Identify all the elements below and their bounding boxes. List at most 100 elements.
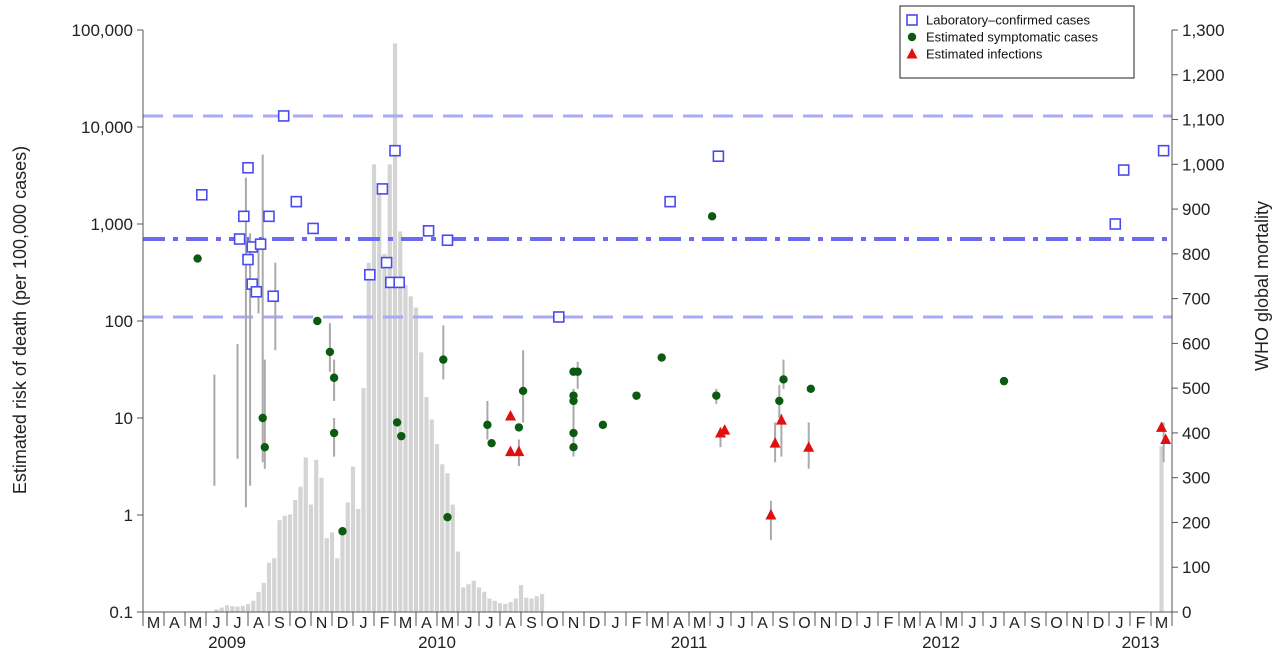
symptomatic-point bbox=[443, 512, 452, 522]
mortality-bar bbox=[219, 607, 224, 612]
month-label: D bbox=[1093, 615, 1105, 632]
y2-tick-label: 600 bbox=[1182, 334, 1210, 353]
lab-confirmed-point bbox=[307, 222, 319, 235]
mortality-bar bbox=[508, 602, 513, 612]
y-tick-label: 10 bbox=[114, 409, 133, 428]
month-label: S bbox=[526, 615, 537, 632]
month-label: J bbox=[234, 615, 242, 632]
legend-marker-triangle bbox=[906, 48, 918, 59]
month-label: N bbox=[568, 615, 580, 632]
symptomatic-point bbox=[999, 376, 1009, 386]
month-label: N bbox=[316, 615, 328, 632]
symptomatic-point bbox=[707, 212, 717, 221]
month-label: S bbox=[274, 615, 285, 632]
legend-marker-circle bbox=[907, 32, 917, 42]
month-label: J bbox=[969, 615, 977, 632]
mortality-bar bbox=[340, 529, 345, 612]
legend-label: Estimated infections bbox=[926, 47, 1043, 62]
mortality-bar bbox=[314, 459, 319, 612]
mortality-bar bbox=[450, 504, 455, 612]
y2-tick-label: 1,300 bbox=[1182, 21, 1225, 40]
infection-point bbox=[505, 409, 516, 421]
y2-tick-label: 1,100 bbox=[1182, 111, 1225, 130]
y2-tick-label: 400 bbox=[1182, 424, 1210, 443]
infection-point bbox=[769, 437, 781, 448]
y-tick-label: 10,000 bbox=[81, 118, 133, 137]
symptomatic-point bbox=[483, 420, 492, 430]
mortality-bar bbox=[261, 582, 266, 612]
month-label: D bbox=[337, 615, 349, 632]
mortality-bar bbox=[293, 500, 298, 612]
mortality-bar bbox=[487, 598, 492, 612]
mortality-bar bbox=[303, 457, 308, 612]
axes-layer: 0.1 1 10 100 1,000 10,000 100,000 0 100 200 300 400… bbox=[72, 21, 1225, 652]
mortality-bar bbox=[482, 591, 487, 612]
lab-confirmed-point bbox=[712, 150, 725, 162]
mortality-bar bbox=[497, 603, 503, 612]
mortality-bar bbox=[424, 397, 429, 612]
month-label: A bbox=[421, 615, 432, 632]
month-label: A bbox=[673, 615, 684, 632]
mortality-bar bbox=[272, 558, 277, 612]
mortality-bar bbox=[287, 514, 293, 612]
symptomatic-point bbox=[313, 316, 322, 326]
mortality-bar bbox=[413, 307, 419, 612]
mortality-bar bbox=[371, 164, 377, 613]
symptomatic-point bbox=[518, 386, 528, 396]
month-label: A bbox=[253, 615, 264, 632]
month-label: M bbox=[1155, 615, 1168, 632]
lab-confirmed-point bbox=[254, 238, 267, 250]
symptomatic-point bbox=[258, 413, 267, 423]
year-label: 2009 bbox=[208, 633, 246, 652]
symptomatic-point bbox=[657, 353, 666, 362]
lab-confirmed-point bbox=[363, 268, 376, 281]
legend: Laboratory–confirmed cases Estimated symp… bbox=[899, 5, 1135, 79]
month-label: J bbox=[1116, 615, 1124, 632]
y-tick-label: 1 bbox=[124, 506, 133, 525]
infection-point bbox=[775, 414, 787, 425]
mortality-bar bbox=[524, 597, 529, 612]
mortality-bar bbox=[445, 473, 450, 612]
symptomatic-point bbox=[569, 428, 578, 438]
mortality-bar bbox=[466, 584, 471, 612]
mortality-bar bbox=[513, 598, 518, 612]
month-label: O bbox=[1050, 615, 1062, 632]
mortality-bar bbox=[434, 444, 440, 612]
month-label: S bbox=[1030, 615, 1041, 632]
month-label: J bbox=[612, 615, 620, 632]
y-tick-label: 100 bbox=[105, 312, 133, 331]
y-tick-label: 0.1 bbox=[109, 603, 133, 622]
y-tick-label: 1,000 bbox=[90, 215, 133, 234]
lab-confirmed-point bbox=[263, 210, 275, 223]
infection-point bbox=[803, 441, 815, 452]
legend-box bbox=[899, 5, 1135, 79]
month-label: J bbox=[213, 615, 221, 632]
month-label: J bbox=[465, 615, 473, 632]
mortality-bar bbox=[214, 609, 219, 612]
error-bars-layer bbox=[213, 154, 1165, 541]
month-label: J bbox=[717, 615, 725, 632]
mortality-bar bbox=[408, 296, 413, 612]
year-label: 2010 bbox=[418, 633, 456, 652]
lab-confirmed-point bbox=[267, 290, 280, 303]
infection-point bbox=[719, 424, 731, 435]
month-label: O bbox=[294, 615, 306, 632]
mortality-bar bbox=[429, 419, 434, 612]
lab-confirmed-point bbox=[422, 225, 435, 237]
symptomatic-point bbox=[569, 396, 578, 406]
infection-point bbox=[1160, 433, 1172, 445]
mortality-bar bbox=[539, 594, 545, 612]
month-label: F bbox=[380, 615, 390, 632]
lab-confirmed-point bbox=[1109, 218, 1122, 230]
mortality-bar bbox=[251, 600, 256, 612]
mortality-bar bbox=[403, 285, 408, 612]
y2-tick-label: 900 bbox=[1182, 200, 1210, 219]
infection-point bbox=[765, 509, 777, 520]
month-label: J bbox=[990, 615, 998, 632]
y2-tick-label: 1,000 bbox=[1182, 155, 1225, 174]
month-label: F bbox=[884, 615, 894, 632]
mortality-bar bbox=[298, 486, 303, 612]
symptomatic-point bbox=[598, 420, 608, 430]
symptomatic-point bbox=[569, 442, 578, 452]
mortality-bar bbox=[235, 606, 240, 612]
